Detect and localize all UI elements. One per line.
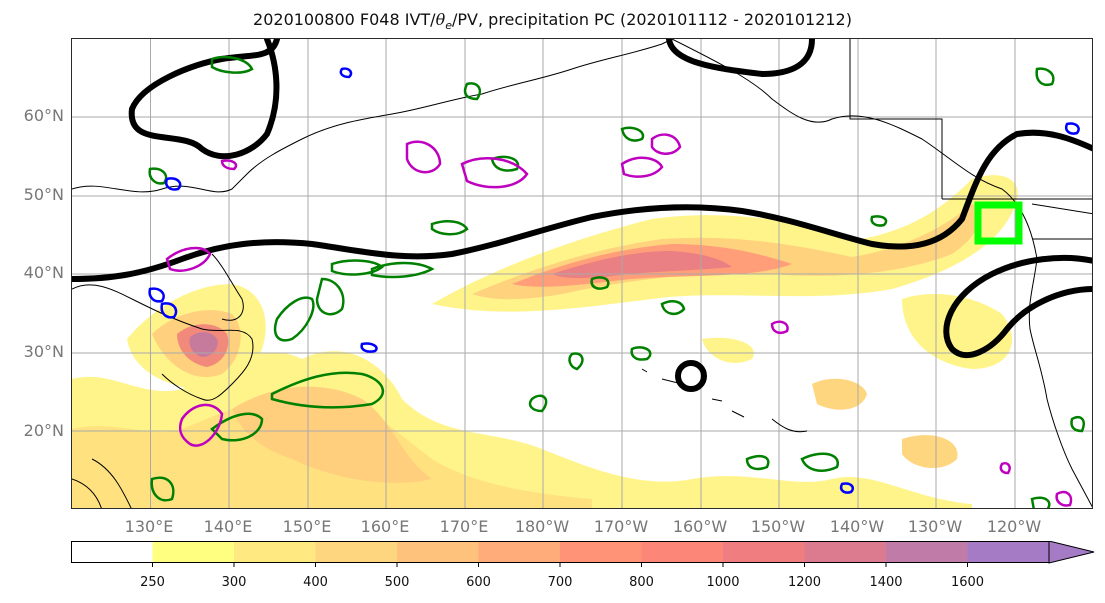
- graticule: [72, 39, 1092, 508]
- lat-label: 50°N: [23, 185, 64, 204]
- lon-label: 170°E: [439, 517, 489, 536]
- theta-e-contours: [72, 39, 1092, 392]
- lon-label: 170°W: [593, 517, 649, 536]
- colorbar-tick-label: 1000: [706, 575, 740, 590]
- colorbar-segment: [152, 541, 235, 563]
- pv-blue-contours: [148, 67, 1080, 494]
- lat-label: 20°N: [23, 421, 64, 440]
- lon-label: 160°W: [672, 517, 728, 536]
- colorbar-tick-label: 700: [547, 575, 573, 590]
- lon-label: 160°E: [360, 517, 410, 536]
- lon-label: 130°W: [907, 517, 963, 536]
- lon-label: 130°E: [124, 517, 174, 536]
- colorbar-segment: [234, 541, 316, 563]
- colorbar-tick-label: 300: [221, 575, 247, 590]
- colorbar-segment: [804, 541, 887, 563]
- coastlines: [72, 39, 1092, 508]
- colorbar: [71, 540, 1101, 571]
- lat-label: 40°N: [23, 263, 64, 282]
- colorbar-segment: [478, 541, 561, 563]
- colorbar-segment: [560, 541, 642, 563]
- colorbar-svg: [71, 540, 1095, 567]
- colorbar-segment: [397, 541, 479, 563]
- lon-label: 150°E: [282, 517, 332, 536]
- colorbar-segment: [71, 541, 153, 563]
- colorbar-tick-label: 250: [140, 575, 165, 590]
- colorbar-tick-label: 500: [384, 575, 410, 590]
- map-title: 2020100800 F048 IVT/θe/PV, precipitation…: [253, 10, 852, 33]
- lon-label: 140°W: [829, 517, 885, 536]
- colorbar-segment: [723, 541, 805, 563]
- colorbar-extension: [1048, 540, 1095, 564]
- target-region-box: [974, 201, 1023, 245]
- colorbar-tick-label: 400: [303, 575, 328, 590]
- colorbar-tick-label: 600: [466, 575, 491, 590]
- map-panel: [71, 38, 1093, 509]
- map-canvas: [72, 39, 1092, 508]
- colorbar-tick-label: 1200: [787, 575, 822, 590]
- colorbar-segment: [886, 541, 968, 563]
- lon-label: 180°W: [514, 517, 570, 536]
- lat-label: 60°N: [23, 106, 64, 125]
- colorbar-tick-label: 1400: [869, 575, 903, 590]
- pv-magenta-contours: [165, 133, 1073, 507]
- ivt-shading: [72, 175, 1018, 508]
- lat-label: 30°N: [23, 342, 64, 361]
- pv-green-contours: [148, 55, 1085, 508]
- lon-label: 120°W: [986, 517, 1042, 536]
- colorbar-tick-label: 800: [629, 575, 654, 590]
- lon-label: 140°E: [203, 517, 253, 536]
- colorbar-segment: [641, 541, 724, 563]
- lon-label: 150°W: [750, 517, 806, 536]
- colorbar-segment: [315, 541, 398, 563]
- colorbar-outline: [71, 541, 1050, 563]
- colorbar-tick-label: 1600: [950, 575, 985, 590]
- colorbar-segment: [967, 541, 1050, 563]
